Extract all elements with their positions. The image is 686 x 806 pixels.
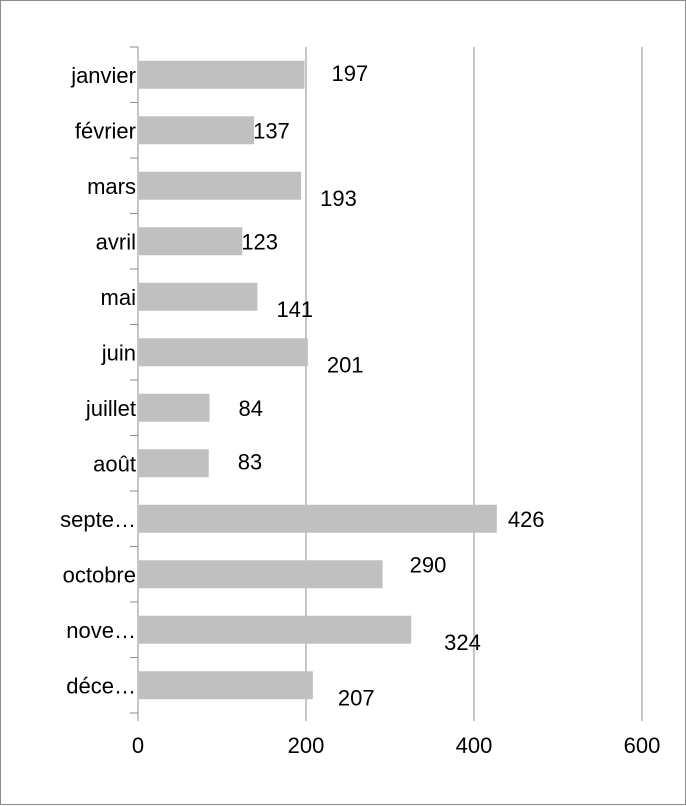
data-label: 290: [410, 552, 447, 577]
data-label: 324: [444, 630, 481, 655]
bar: [139, 671, 313, 700]
data-label: 207: [338, 685, 375, 710]
bar: [139, 560, 383, 589]
category-label: septe…: [60, 507, 136, 532]
category-label: déce…: [66, 673, 136, 698]
bar: [139, 171, 302, 200]
bar: [139, 338, 308, 367]
category-label: nove…: [66, 618, 136, 643]
data-label: 84: [239, 396, 263, 421]
category-label: mai: [101, 285, 136, 310]
category-label: avril: [96, 229, 136, 254]
x-tick-label: 200: [288, 733, 325, 758]
data-label: 141: [276, 297, 313, 322]
data-label: 201: [327, 352, 364, 377]
data-label: 426: [508, 507, 545, 532]
category-label: juin: [101, 340, 136, 365]
category-label: mars: [87, 174, 136, 199]
bar: [139, 282, 258, 311]
bar: [139, 393, 210, 422]
bar: [139, 449, 209, 478]
x-tick-label: 400: [456, 733, 493, 758]
bar: [139, 615, 412, 644]
x-tick-label: 0: [132, 733, 144, 758]
bar: [139, 60, 305, 89]
data-label: 193: [320, 186, 357, 211]
bar: [139, 504, 497, 533]
category-label: janvier: [70, 63, 136, 88]
category-label: août: [93, 451, 136, 476]
data-label: 197: [331, 61, 368, 86]
data-label: 83: [238, 449, 262, 474]
bar: [139, 116, 255, 145]
data-label: 123: [241, 229, 278, 254]
data-label: 137: [253, 118, 290, 143]
category-label: octobre: [63, 562, 136, 587]
category-label: juillet: [85, 396, 136, 421]
x-tick-label: 600: [624, 733, 661, 758]
category-label: février: [75, 118, 136, 143]
bar: [139, 227, 243, 256]
